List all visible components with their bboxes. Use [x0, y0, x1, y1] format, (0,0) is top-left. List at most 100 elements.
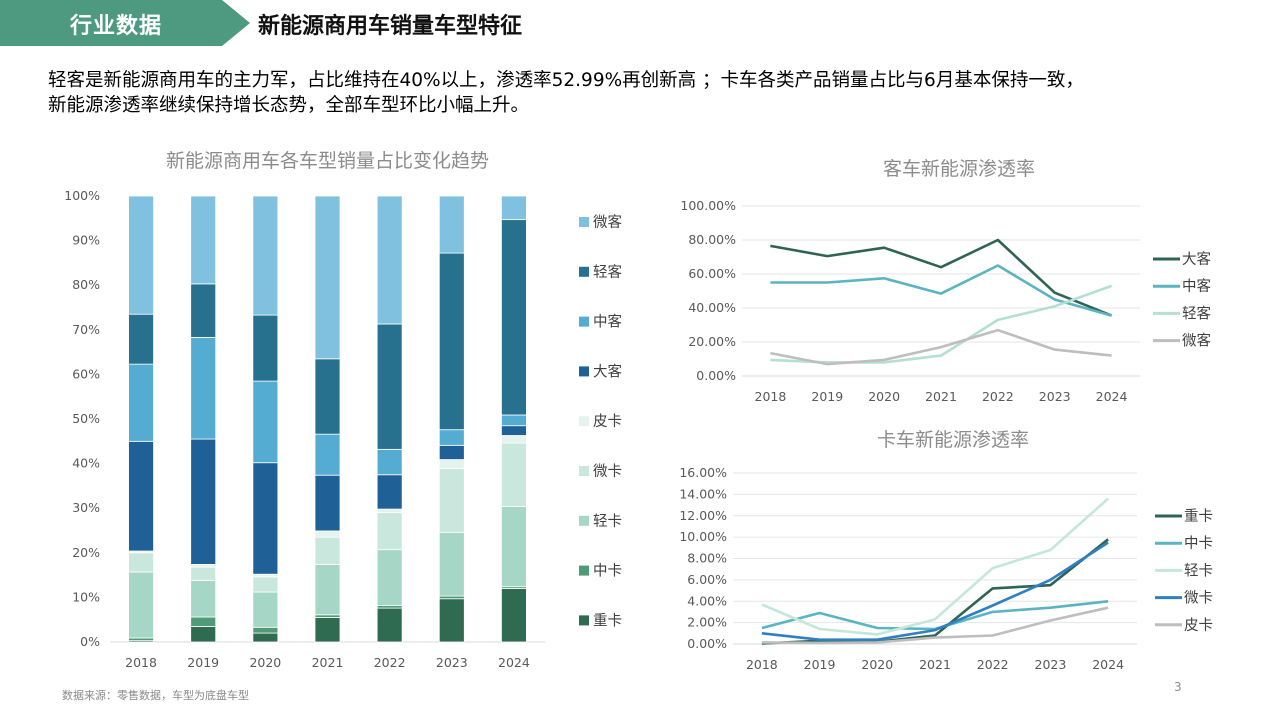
legend-swatch-e5beaee5aea2	[579, 217, 589, 227]
legend-swatch-e5a4a7e5aea2	[579, 366, 589, 377]
y-tick-label: 40.00%	[688, 300, 736, 315]
bar-segment-2019-e5a4a7e5aea2	[190, 438, 217, 565]
bar-segment-2018-e5a4a7e5aea2	[128, 440, 154, 552]
bar-segment-2023-e5beaee5aea2	[438, 195, 465, 254]
y-tick-label: 10%	[72, 589, 100, 604]
x-tick-label: 2018	[746, 657, 778, 672]
x-tick-label: 2020	[249, 655, 281, 670]
x-tick-label: 2021	[312, 655, 344, 670]
legend-label: 皮卡	[593, 413, 622, 430]
bar-segment-2024-e8bdbbe5aea2	[501, 219, 527, 416]
x-tick-label: 2024	[1096, 389, 1128, 404]
x-tick-label: 2018	[755, 389, 787, 404]
bar-segment-2020-e4b8ade5aea2	[252, 380, 279, 464]
x-tick-label: 2023	[1039, 389, 1071, 404]
x-tick-label: 2022	[982, 389, 1014, 404]
x-tick-label: 2024	[1092, 657, 1124, 672]
section-tab-label: 行业数据	[70, 14, 163, 39]
truck-line-e79aaee58da1	[761, 606, 1109, 645]
bus-line-e8bdbbe5aea2	[770, 284, 1113, 364]
y-tick-label: 40%	[72, 456, 100, 471]
x-tick-label: 2018	[125, 655, 157, 670]
intro-line-1: 轻客是新能源商用车的主力军，占比维持在40%以上，渗透率52.99%再创新高 ；…	[48, 70, 1084, 91]
y-tick-label: 14.00%	[679, 486, 727, 501]
y-tick-label: 20%	[72, 545, 100, 560]
y-tick-label: 12.00%	[679, 508, 727, 523]
truck-line-e5beaee58da1	[761, 541, 1109, 642]
bar-segment-2023-e8bdbbe5aea2	[438, 252, 465, 431]
intro-text: 轻客是新能源商用车的主力军，占比维持在40%以上，渗透率52.99%再创新高 ；…	[48, 68, 1248, 118]
data-source-note: 数据来源：零售数据，车型为底盘车型	[62, 689, 249, 702]
x-tick-label: 2022	[977, 657, 1009, 672]
bar-segment-2022-e8bdbbe58da1	[376, 549, 403, 606]
bar-segment-2024-e8bdbbe58da1	[501, 506, 527, 588]
bar-segment-2018-e5beaee5aea2	[128, 195, 154, 315]
bar-segment-2023-e9878de58da1	[438, 598, 465, 643]
y-tick-label: 6.00%	[687, 572, 727, 587]
bus-line-e4b8ade5aea2	[770, 264, 1112, 317]
bar-segment-2020-e8bdbbe5aea2	[252, 314, 279, 382]
legend-label: 大客	[593, 363, 622, 380]
legend-label: 中客	[1182, 278, 1211, 295]
x-tick-label: 2019	[811, 389, 843, 404]
bar-segment-2019-e4b8ade5aea2	[190, 336, 217, 440]
y-tick-label: 80%	[72, 277, 100, 292]
x-tick-label: 2021	[919, 657, 951, 672]
x-tick-label: 2020	[868, 389, 900, 404]
chart-title: 新能源商用车各车型销量占比变化趋势	[166, 150, 489, 172]
y-tick-label: 80.00%	[688, 232, 736, 247]
legend-label: 微卡	[593, 463, 622, 480]
y-tick-label: 0.00%	[687, 636, 727, 651]
bar-segment-2018-e4b8ade5aea2	[128, 363, 154, 442]
bar-segment-2024-e9878de58da1	[501, 588, 527, 643]
legend-label: 皮卡	[1184, 617, 1213, 634]
x-tick-label: 2019	[804, 657, 836, 672]
legend-label: 微卡	[1184, 590, 1213, 607]
y-tick-label: 0.00%	[696, 368, 736, 383]
x-tick-label: 2023	[1035, 657, 1067, 672]
bar-segment-2022-e8bdbbe5aea2	[376, 323, 403, 450]
legend-label: 轻卡	[1184, 562, 1213, 579]
x-tick-label: 2021	[925, 389, 957, 404]
y-tick-label: 20.00%	[688, 334, 736, 349]
legend-label: 轻客	[593, 264, 622, 281]
legend-swatch-e79aaee58da1	[579, 416, 589, 427]
legend-label: 轻客	[1182, 305, 1211, 322]
bar-segment-2022-e5beaee5aea2	[376, 195, 403, 325]
bar-segment-2019-e5beaee5aea2	[190, 195, 217, 285]
x-tick-label: 2019	[187, 655, 219, 670]
truck-line-e4b8ade58da1	[761, 600, 1109, 631]
bar-segment-2019-e8bdbbe58da1	[190, 580, 217, 618]
bar-segment-2024-e5beaee5aea2	[501, 195, 527, 221]
legend-label: 微客	[1182, 333, 1211, 350]
legend-swatch-e8bdbbe5aea2	[579, 266, 589, 277]
x-tick-label: 2020	[861, 657, 893, 672]
chart-title: 客车新能源渗透率	[883, 158, 1035, 180]
legend-label: 重卡	[1184, 508, 1213, 525]
y-tick-label: 10.00%	[679, 529, 727, 544]
truck-line-e8bdbbe58da1	[761, 497, 1109, 636]
bar-segment-2018-e8bdbbe58da1	[128, 571, 154, 639]
bar-segment-2023-e8bdbbe58da1	[438, 531, 465, 597]
legend-swatch-e9878de58da1	[579, 615, 589, 626]
legend-label: 大客	[1182, 251, 1211, 268]
y-tick-label: 70%	[72, 322, 100, 337]
bar-segment-2022-e9878de58da1	[376, 607, 403, 643]
bar-segment-2018-e8bdbbe5aea2	[128, 313, 154, 365]
bar-segment-2020-e5beaee5aea2	[252, 195, 279, 316]
y-tick-label: 90%	[72, 233, 100, 248]
bar-segment-2021-e5beaee58da1	[314, 536, 341, 565]
chart-title: 卡车新能源渗透率	[877, 429, 1029, 451]
x-tick-label: 2023	[436, 655, 468, 670]
x-tick-label: 2024	[498, 655, 530, 670]
legend-swatch-e4b8ade5aea2	[579, 316, 589, 327]
bus-line-e5a4a7e5aea2	[770, 238, 1113, 317]
y-tick-label: 100.00%	[680, 198, 736, 213]
bar-segment-2021-e5beaee5aea2	[314, 195, 341, 360]
bar-segment-2022-e5beaee58da1	[376, 512, 403, 551]
y-tick-label: 8.00%	[687, 551, 727, 566]
y-tick-label: 50%	[72, 411, 100, 426]
